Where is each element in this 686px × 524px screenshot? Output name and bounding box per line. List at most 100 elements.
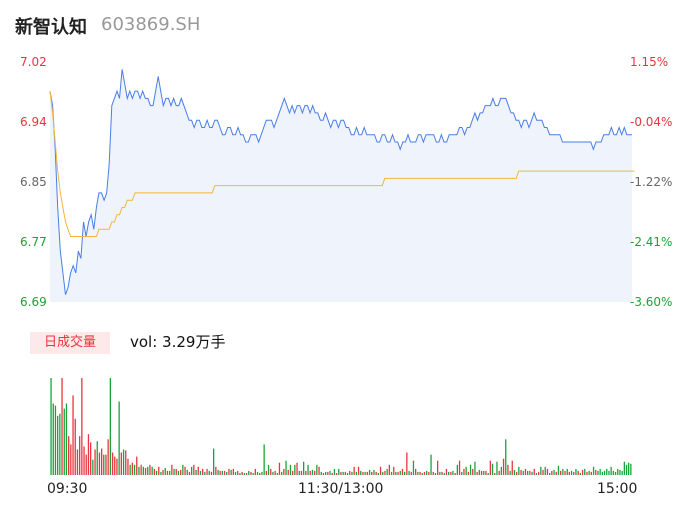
volume-bar [213,448,215,475]
volume-bar [118,401,120,475]
volume-bar [614,471,617,475]
volume-bar [412,460,415,475]
volume-bar [373,469,375,475]
volume-bar [452,470,454,475]
volume-bar [584,468,586,475]
volume-bar [283,468,285,475]
volume-bar [450,471,452,475]
volume-bar [72,395,74,475]
volume-bar [467,471,469,475]
volume-bar [272,471,274,475]
volume-bar [498,470,500,475]
volume-bar [90,442,92,475]
volume-bar [232,468,234,475]
volume-bar [333,468,336,475]
volume-bar [243,473,245,475]
time-tick-close: 15:00 [597,481,638,497]
volume-bar [133,464,136,475]
volume-bar [491,463,494,475]
volume-bar [606,468,608,475]
volume-bar [70,444,72,475]
volume-bar [125,450,127,475]
volume-bar [267,464,270,475]
volume-bar [94,449,96,475]
volume-bar [368,469,371,475]
volume-bar [570,470,573,475]
volume-bar [603,470,606,475]
volume-bar [314,470,316,475]
price-tick-2: 6.94 [20,115,47,129]
volume-bar [360,470,362,475]
volume-bar [338,468,340,475]
volume-bar [252,473,254,475]
volume-bar [248,470,250,475]
volume-bar [327,471,329,475]
volume-bar [202,468,204,475]
volume-bar [63,408,65,475]
volume-bar [564,470,566,475]
volume-bar [274,470,276,475]
volume-bar [430,454,432,475]
volume-bar [186,469,188,475]
volume-bar [316,464,318,475]
volume-bar [292,470,294,475]
volume-bar [432,471,434,475]
volume-bar [50,378,52,475]
volume-bar [612,470,614,475]
volume-bar [437,460,439,475]
volume-bar [540,466,542,475]
volume-bar [96,441,98,475]
volume-bar [513,469,516,475]
volume-bar [426,470,428,475]
volume-bar [377,473,379,475]
volume-bar [166,470,169,475]
volume-bar [349,470,351,475]
price-tick-4: 6.77 [20,235,47,249]
volume-bar [386,468,388,475]
volume-bar [140,464,142,475]
volume-bar [608,470,610,475]
volume-bar [472,468,474,475]
volume-bar [415,468,417,475]
volume-bar [553,469,555,475]
volume-bar [362,471,364,475]
volume-bar [406,452,408,475]
volume-bar [261,471,263,475]
volume-bar [458,460,461,475]
volume-bar [54,405,57,475]
volume-bar [428,471,430,475]
volume-bar [111,452,114,475]
volume-bar [590,471,592,475]
pct-tick-1: 1.15% [630,55,669,69]
volume-bar [592,466,595,475]
volume-bar [234,471,237,475]
volume-bar [173,468,175,475]
volume-bar [68,436,70,475]
volume-bar [461,471,463,475]
volume-bar [52,403,54,475]
price-tick-3: 6.85 [20,175,47,189]
volume-bar [573,471,575,475]
volume-bar [298,470,300,475]
volume-bar [239,473,241,475]
volume-bar [276,473,278,475]
volume-bar [221,470,223,475]
volume-bar [270,468,272,475]
volume-bar [531,471,533,475]
volume-bar [476,471,478,475]
volume-bar [223,470,226,475]
volume-bar [331,473,333,475]
volume-bar [617,468,619,475]
volume-bar [250,471,252,475]
volume-bar [65,403,68,475]
pct-tick-4: -2.41% [630,235,673,249]
volume-bar [502,458,505,475]
volume-bar [162,469,164,475]
volume-bar [184,466,186,475]
volume-bar [527,470,529,475]
volume-bar [562,468,564,475]
volume-bar [144,467,147,475]
volume-bar [355,471,357,475]
volume-bar [625,464,628,475]
volume-bar [401,468,404,475]
